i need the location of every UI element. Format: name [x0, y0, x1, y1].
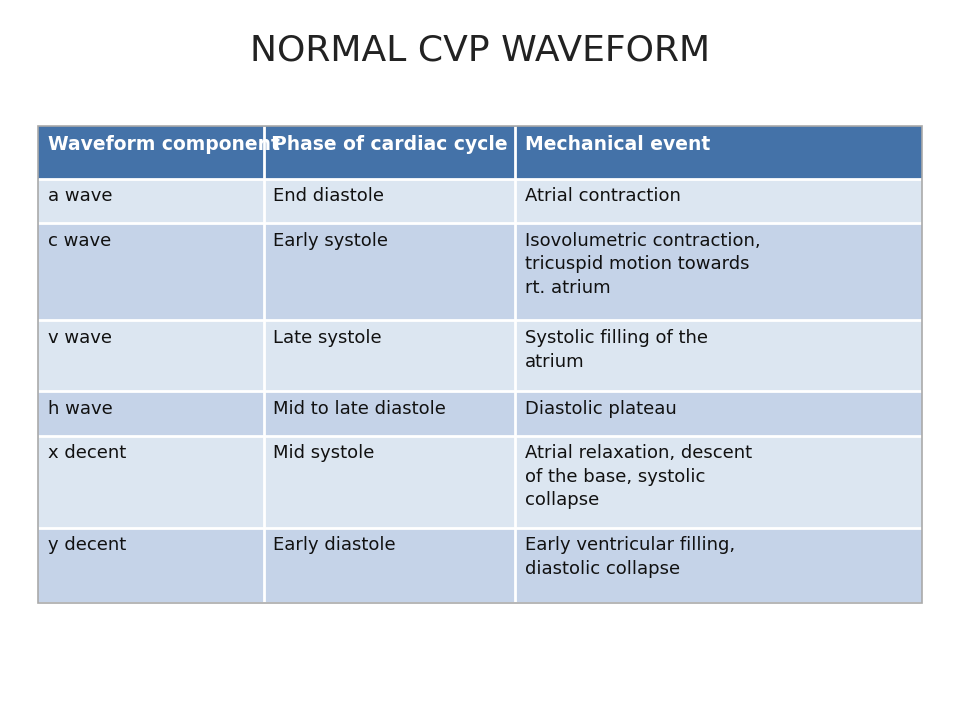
Bar [264, 436, 516, 528]
Text: Mid to late diastole: Mid to late diastole [274, 400, 446, 418]
Bar [38, 126, 264, 179]
Text: Systolic filling of the
atrium: Systolic filling of the atrium [525, 329, 708, 371]
Text: NORMAL CVP WAVEFORM: NORMAL CVP WAVEFORM [250, 33, 710, 68]
Text: Atrial relaxation, descent
of the base, systolic
collapse: Atrial relaxation, descent of the base, … [525, 444, 752, 510]
Text: End diastole: End diastole [274, 187, 384, 205]
Bar [264, 126, 516, 179]
Text: h wave: h wave [48, 400, 112, 418]
Bar [264, 528, 516, 603]
Text: Early ventricular filling,
diastolic collapse: Early ventricular filling, diastolic col… [525, 536, 735, 578]
Text: Isovolumetric contraction,
tricuspid motion towards
rt. atrium: Isovolumetric contraction, tricuspid mot… [525, 232, 760, 297]
Text: x decent: x decent [48, 444, 127, 462]
Bar [38, 223, 264, 320]
Bar [38, 179, 264, 223]
Text: Diastolic plateau: Diastolic plateau [525, 400, 677, 418]
Bar [516, 223, 922, 320]
Text: c wave: c wave [48, 232, 111, 250]
Text: v wave: v wave [48, 329, 112, 347]
Bar [264, 320, 516, 391]
Text: Mechanical event: Mechanical event [525, 135, 710, 153]
Bar [38, 436, 264, 528]
Text: Atrial contraction: Atrial contraction [525, 187, 681, 205]
Bar [516, 320, 922, 391]
Text: Late systole: Late systole [274, 329, 382, 347]
Text: y decent: y decent [48, 536, 127, 554]
Bar [516, 179, 922, 223]
Text: Mid systole: Mid systole [274, 444, 374, 462]
Bar [38, 126, 922, 603]
Text: Early systole: Early systole [274, 232, 388, 250]
Text: a wave: a wave [48, 187, 112, 205]
Bar [516, 126, 922, 179]
Bar [516, 391, 922, 436]
Bar [264, 223, 516, 320]
Bar [38, 320, 264, 391]
Text: Waveform component: Waveform component [48, 135, 280, 153]
Bar [264, 391, 516, 436]
Bar [38, 391, 264, 436]
Bar [516, 528, 922, 603]
Bar [38, 528, 264, 603]
Text: Early diastole: Early diastole [274, 536, 396, 554]
Bar [516, 436, 922, 528]
Text: Phase of cardiac cycle: Phase of cardiac cycle [274, 135, 508, 153]
Bar [264, 179, 516, 223]
